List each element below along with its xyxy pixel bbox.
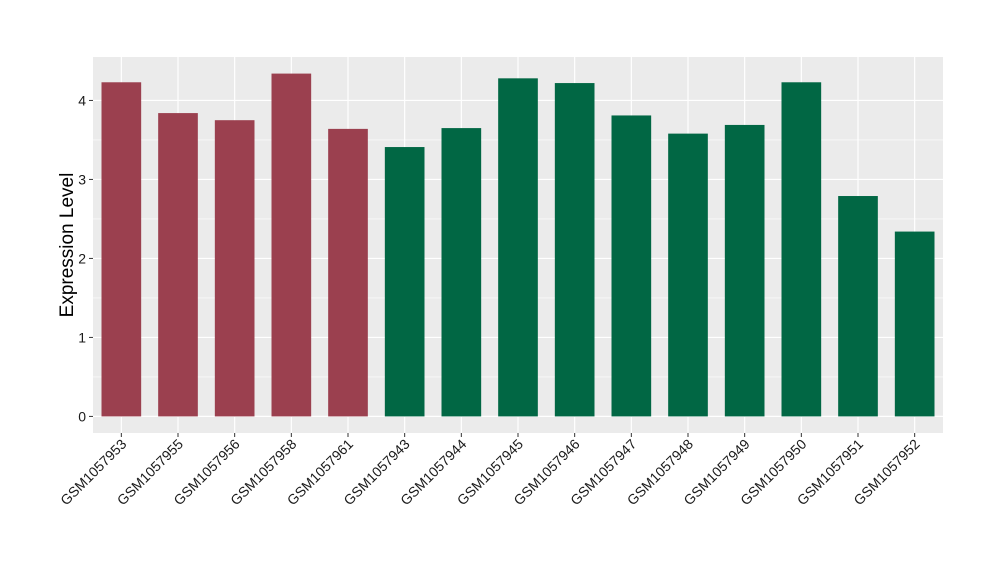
y-tick-label: 0 <box>78 408 86 424</box>
bar-GSM1057948 <box>668 133 708 417</box>
x-axis: GSM1057953GSM1057955GSM1057956GSM1057958… <box>57 433 923 508</box>
bars <box>101 73 935 417</box>
y-axis: 0 1 2 3 4 <box>78 92 93 424</box>
bar-GSM1057943 <box>384 147 425 417</box>
bar-GSM1057946 <box>554 83 595 417</box>
y-axis-title: Expression Level <box>57 173 78 318</box>
bar-GSM1057951 <box>838 196 878 417</box>
bar-GSM1057944 <box>441 128 482 417</box>
bar-GSM1057945 <box>498 78 538 417</box>
bar-GSM1057956 <box>214 120 255 417</box>
y-tick-label: 3 <box>78 171 86 187</box>
bar-GSM1057952 <box>894 231 935 417</box>
bar-GSM1057953 <box>101 82 142 417</box>
bar-GSM1057961 <box>328 128 368 417</box>
bar-GSM1057949 <box>724 124 765 417</box>
bar-GSM1057955 <box>158 113 198 417</box>
y-tick-label: 1 <box>78 329 86 345</box>
y-tick-label: 4 <box>78 92 86 108</box>
bar-GSM1057947 <box>611 115 652 417</box>
y-tick-label: 2 <box>78 250 86 266</box>
bar-GSM1057958 <box>271 73 312 417</box>
bar-GSM1057950 <box>781 82 822 417</box>
